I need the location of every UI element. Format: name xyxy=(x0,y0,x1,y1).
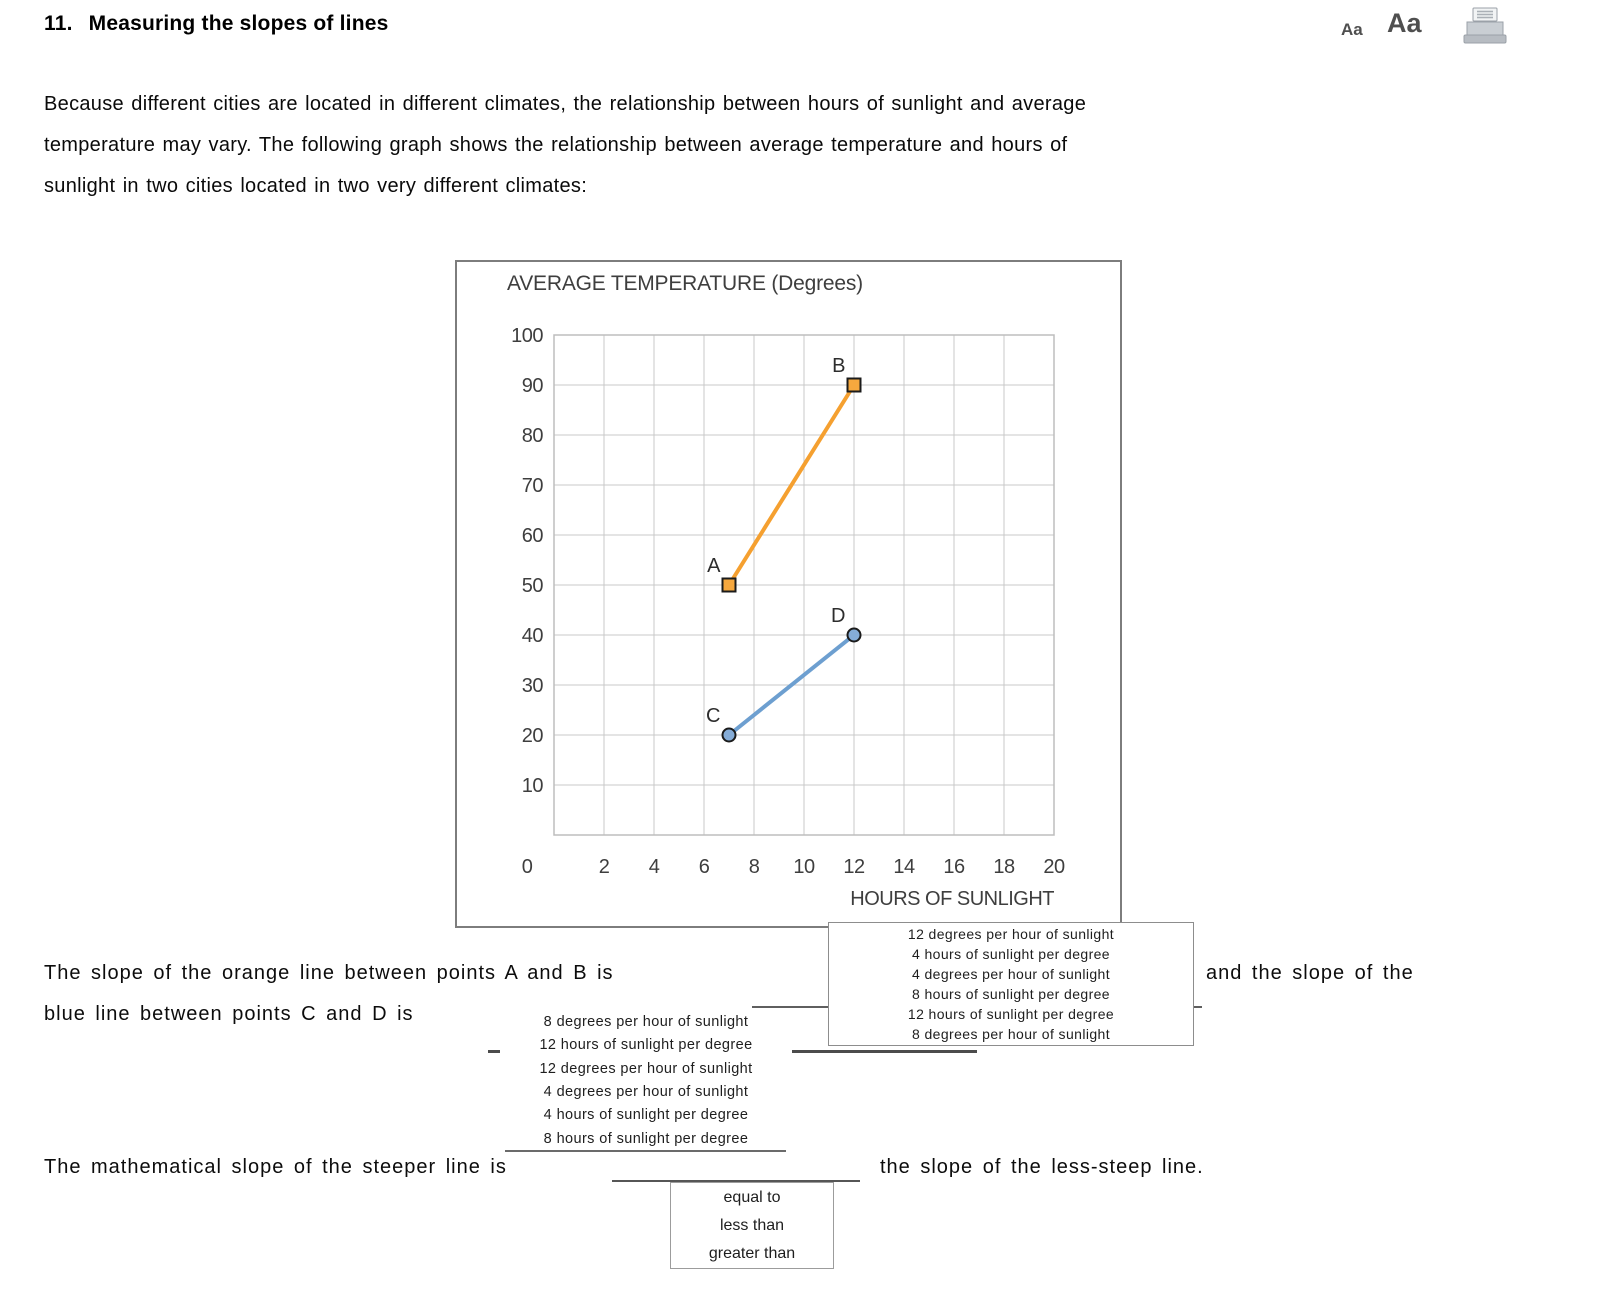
option-item[interactable]: 12 degrees per hour of sunlight xyxy=(907,926,1115,942)
svg-text:50: 50 xyxy=(522,575,544,597)
svg-text:100: 100 xyxy=(511,325,543,347)
svg-text:90: 90 xyxy=(522,375,544,397)
intro-paragraph: Because different cities are located in … xyxy=(44,84,1086,207)
svg-text:10: 10 xyxy=(522,775,544,797)
svg-text:30: 30 xyxy=(522,675,544,697)
option-item[interactable]: 12 hours of sunlight per degree xyxy=(539,1037,753,1054)
option-item[interactable]: 8 degrees per hour of sunlight xyxy=(543,1013,749,1030)
svg-text:20: 20 xyxy=(1043,856,1065,878)
svg-text:16: 16 xyxy=(943,856,965,878)
option-item[interactable]: 8 hours of sunlight per degree xyxy=(543,1130,749,1147)
intro-line: Because different cities are located in … xyxy=(44,93,1087,115)
option-item[interactable]: 4 degrees per hour of sunlight xyxy=(543,1084,749,1100)
svg-text:0: 0 xyxy=(522,856,533,878)
chart-panel: AVERAGE TEMPERATURE (Degrees) 0 2 4 6 8 10 12 1… xyxy=(455,260,1122,928)
printer-icon xyxy=(1462,7,1508,50)
option-item[interactable]: 4 degrees per hour of sunlight xyxy=(911,966,1110,982)
svg-text:10: 10 xyxy=(793,856,815,878)
question1-text-after: and the slope of the xyxy=(1206,962,1414,984)
option-item[interactable]: less than xyxy=(719,1216,785,1234)
option-item[interactable]: 12 hours of sunlight per degree xyxy=(907,1006,1115,1022)
svg-text:60: 60 xyxy=(522,525,544,547)
question3-text-before: The mathematical slope of the steeper li… xyxy=(44,1156,507,1178)
slope-cd-options-underline xyxy=(505,1150,786,1152)
svg-text:C: C xyxy=(706,705,720,727)
svg-text:2: 2 xyxy=(599,856,610,878)
svg-text:18: 18 xyxy=(993,856,1015,878)
svg-text:12: 12 xyxy=(843,856,865,878)
page-title-text: Measuring the slopes of lines xyxy=(88,12,389,35)
svg-text:HOURS OF SUNLIGHT: HOURS OF SUNLIGHT xyxy=(850,888,1054,910)
question-number: 11. xyxy=(44,12,73,35)
option-item[interactable]: 4 hours of sunlight per degree xyxy=(543,1107,749,1124)
text-size-small-button[interactable]: Aa xyxy=(1341,20,1363,39)
svg-text:6: 6 xyxy=(699,856,710,878)
svg-text:B: B xyxy=(832,355,845,377)
steeper-slope-select-blank[interactable] xyxy=(612,1180,860,1182)
option-item[interactable]: 8 degrees per hour of sunlight xyxy=(911,1026,1110,1042)
svg-text:80: 80 xyxy=(522,425,544,447)
slope-ab-options-list: 12 degrees per hour of sunlight 4 hours o… xyxy=(828,922,1194,1046)
option-item[interactable]: 8 hours of sunlight per degree xyxy=(911,986,1110,1002)
steeper-slope-options-list: equal to less than greater than xyxy=(670,1182,834,1269)
question2-text: blue line between points C and D is xyxy=(44,1003,414,1025)
option-item[interactable]: 12 degrees per hour of sunlight xyxy=(539,1060,753,1077)
slope-cd-options-list: 8 degrees per hour of sunlight 12 hours o… xyxy=(500,1011,792,1151)
print-button[interactable] xyxy=(1462,6,1508,51)
option-item[interactable]: greater than xyxy=(708,1244,796,1262)
sunlight-temperature-chart: 0 2 4 6 8 10 12 14 16 18 20 100 90 80 70 60 50 40 30 20 10 HO… xyxy=(511,325,1065,910)
intro-line: sunlight in two cities located in two ve… xyxy=(44,175,588,197)
svg-text:D: D xyxy=(831,605,845,627)
svg-text:20: 20 xyxy=(522,725,544,747)
intro-line: temperature may vary. The following grap… xyxy=(44,134,1068,156)
option-item[interactable]: equal to xyxy=(723,1188,781,1206)
chart-title: AVERAGE TEMPERATURE (Degrees) xyxy=(507,272,863,295)
text-size-large-button[interactable]: Aa xyxy=(1387,8,1422,38)
page-title: 11. Measuring the slopes of lines xyxy=(44,12,389,36)
svg-text:4: 4 xyxy=(649,856,660,878)
svg-text:14: 14 xyxy=(893,856,915,878)
question1-text-before: The slope of the orange line between poi… xyxy=(44,962,614,984)
svg-text:70: 70 xyxy=(522,475,544,497)
question3-text-after: the slope of the less-steep line. xyxy=(880,1156,1204,1178)
option-item[interactable]: 4 hours of sunlight per degree xyxy=(911,946,1110,962)
svg-text:40: 40 xyxy=(522,625,544,647)
svg-text:8: 8 xyxy=(749,856,760,878)
svg-text:A: A xyxy=(707,555,721,577)
